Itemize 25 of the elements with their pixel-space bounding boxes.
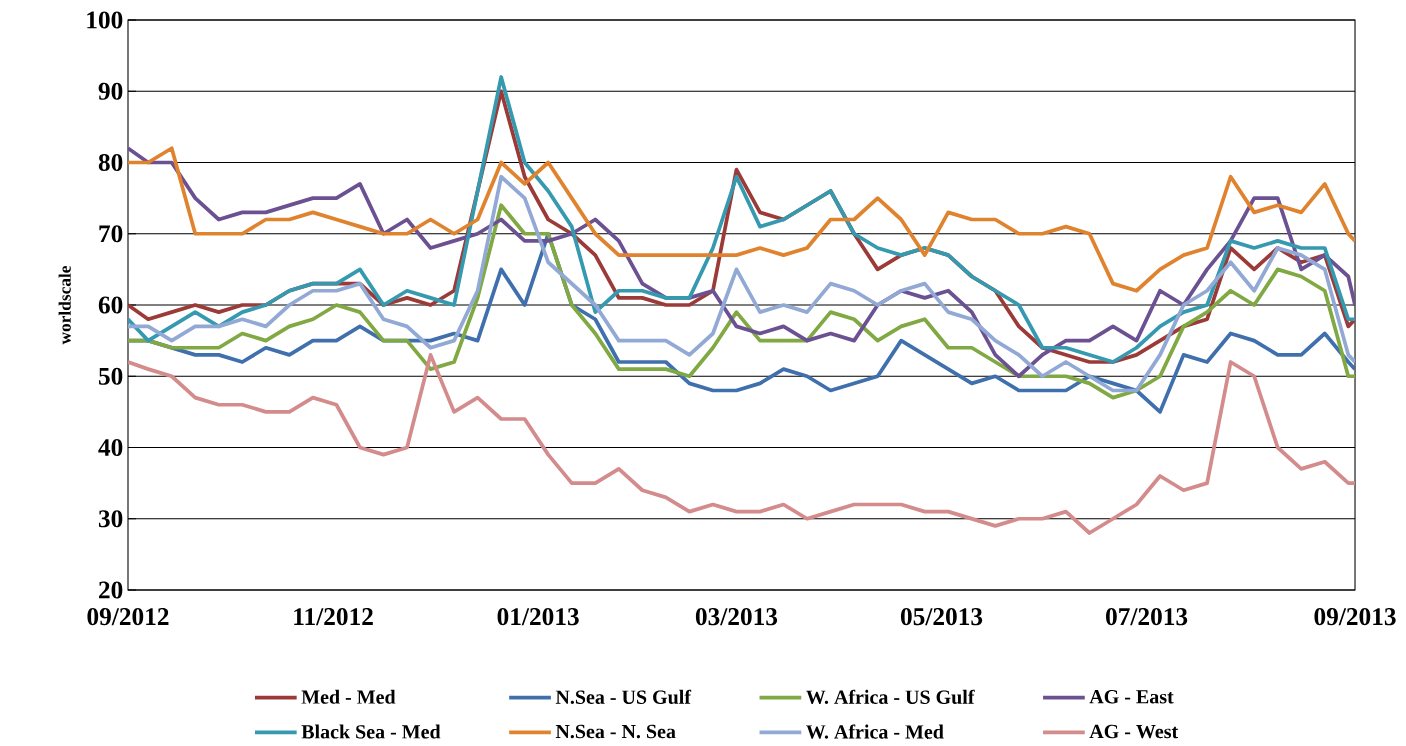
legend-label: N.Sea - N. Sea	[555, 724, 676, 739]
y-tick-label: 40	[98, 438, 123, 457]
y-tick-label: 20	[99, 581, 123, 599]
legend-label: W. Africa - Med	[806, 724, 944, 739]
x-tick-label: 01/2013	[497, 608, 579, 626]
x-tick-label: 07/2013	[1106, 608, 1188, 626]
x-tick-label: 03/2013	[695, 608, 778, 626]
y-tick-label: 70	[99, 225, 123, 243]
y-tick-label: 90	[98, 82, 123, 100]
y-tick-label: 30	[98, 510, 123, 528]
legend-label: N.Sea - US Gulf	[555, 689, 692, 705]
y-tick-label: 100	[87, 11, 123, 29]
legend-label: W. Africa - US Gulf	[806, 689, 975, 705]
x-tick-label: 09/2012	[87, 608, 169, 626]
y-tick-label: 60	[98, 296, 123, 314]
x-tick-label: 11/2012	[294, 608, 373, 626]
legend-label: AG - West	[1089, 724, 1179, 739]
y-tick-label: 80	[98, 153, 123, 172]
y-axis-title: worldscale	[58, 265, 71, 345]
y-tick-label: 50	[98, 367, 123, 385]
x-tick-label: 09/2013	[1314, 608, 1396, 626]
legend-label: Black Sea - Med	[301, 724, 441, 739]
legend-label: Med - Med	[301, 689, 396, 704]
x-tick-label: 05/2013	[900, 608, 983, 626]
legend-label: AG - East	[1089, 690, 1174, 704]
